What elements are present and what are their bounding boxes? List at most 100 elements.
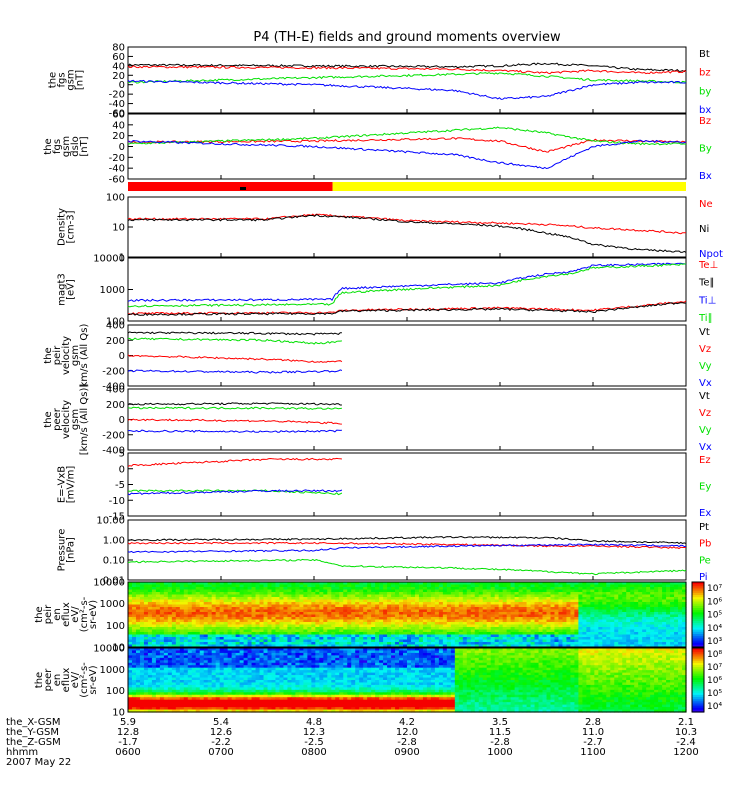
heatmap-cell: [454, 655, 460, 659]
heatmap-cell: [231, 589, 237, 593]
heatmap-cell: [682, 629, 687, 633]
heatmap-cell: [167, 589, 173, 593]
heatmap-cell: [574, 627, 579, 631]
heatmap-cell: [430, 612, 436, 616]
heatmap-cell: [442, 614, 448, 618]
heatmap-cell: [458, 619, 464, 623]
heatmap-cell: [502, 589, 508, 593]
heatmap-cell: [195, 662, 201, 666]
heatmap-cell: [375, 609, 380, 613]
heatmap-cell: [514, 607, 520, 611]
heatmap-cell: [446, 634, 452, 638]
heatmap-cell: [187, 634, 193, 638]
heatmap-cell: [474, 589, 480, 593]
heatmap-cell: [466, 584, 472, 588]
heatmap-cell: [626, 660, 631, 664]
heatmap-cell: [275, 619, 281, 623]
heatmap-cell: [578, 652, 583, 656]
heatmap-cell: [171, 655, 177, 659]
heatmap-cell: [199, 634, 205, 638]
heatmap-cell: [211, 622, 217, 626]
heatmap-cell: [383, 604, 388, 608]
heatmap-cell: [554, 622, 560, 626]
heatmap-cell: [335, 634, 340, 638]
heatmap-cell: [155, 617, 161, 621]
heatmap-cell: [630, 652, 635, 656]
heatmap-cell: [307, 624, 312, 628]
heatmap-cell: [482, 629, 488, 633]
heatmap-cell: [594, 594, 599, 598]
heatmap-cell: [383, 592, 388, 596]
heatmap-cell: [674, 650, 679, 654]
heatmap-cell: [163, 657, 169, 661]
ylabel: thepeirenefluxeV/(cm²-s-sr-eV): [34, 596, 99, 632]
heatmap-cell: [343, 627, 348, 631]
panel-frame: [127, 452, 687, 517]
heatmap-cell: [187, 648, 193, 652]
heatmap-cell: [143, 589, 149, 593]
heatmap-cell: [167, 639, 173, 643]
heatmap-cell: [307, 660, 312, 664]
heatmap-cell: [307, 587, 312, 591]
heatmap-cell: [418, 609, 424, 613]
heatmap-cell: [574, 629, 579, 633]
heatmap-cell: [143, 644, 149, 648]
heatmap-cell: [363, 642, 368, 646]
heatmap-cell: [422, 662, 428, 666]
heatmap-cell: [570, 648, 575, 652]
heatmap-cell: [335, 655, 340, 659]
heatmap-cell: [450, 597, 456, 601]
heatmap-cell: [502, 594, 508, 598]
heatmap-cell: [606, 629, 611, 633]
heatmap-cell: [239, 597, 245, 601]
heatmap-cell: [670, 607, 675, 611]
heatmap-cell: [383, 642, 388, 646]
heatmap-cell: [514, 650, 520, 654]
heatmap-cell: [646, 597, 651, 601]
heatmap-cell: [622, 644, 627, 648]
heatmap-cell: [426, 594, 432, 598]
heatmap-cell: [171, 592, 177, 596]
heatmap-cell: [139, 607, 145, 611]
heatmap-cell: [514, 597, 520, 601]
heatmap-cell: [434, 609, 440, 613]
heatmap-cell: [131, 607, 137, 611]
heatmap-cell: [227, 665, 233, 669]
heatmap-cell: [283, 634, 289, 638]
heatmap-cell: [414, 657, 420, 661]
heatmap-cell: [128, 582, 133, 586]
heatmap-cell: [550, 592, 556, 596]
heatmap-cell: [135, 652, 141, 656]
heatmap-cell: [339, 584, 344, 588]
heatmap-cell: [418, 617, 424, 621]
heatmap-cell: [550, 624, 556, 628]
heatmap-cell: [375, 652, 380, 656]
heatmap-cell: [598, 589, 603, 593]
heatmap-cell: [530, 650, 536, 654]
heatmap-cell: [231, 584, 237, 588]
heatmap-cell: [275, 612, 281, 616]
heatmap-cell: [682, 584, 687, 588]
heatmap-cell: [179, 627, 185, 631]
heatmap-cell: [219, 627, 225, 631]
heatmap-cell: [191, 597, 197, 601]
heatmap-cell: [438, 597, 444, 601]
heatmap-cell: [131, 637, 137, 641]
heatmap-cell: [494, 657, 500, 661]
heatmap-cell: [470, 602, 476, 606]
heatmap-cell: [159, 642, 165, 646]
heatmap-cell: [335, 650, 340, 654]
heatmap-cell: [478, 652, 484, 656]
heatmap-cell: [662, 617, 667, 621]
heatmap-cell: [466, 612, 472, 616]
heatmap-cell: [355, 584, 360, 588]
heatmap-cell: [570, 617, 575, 621]
heatmap-cell: [263, 614, 269, 618]
heatmap-cell: [311, 599, 316, 603]
heatmap-cell: [239, 632, 245, 636]
heatmap-cell: [307, 627, 312, 631]
heatmap-cell: [646, 652, 651, 656]
heatmap-cell: [263, 599, 269, 603]
heatmap-cell: [430, 652, 436, 656]
heatmap-cell: [506, 655, 512, 659]
